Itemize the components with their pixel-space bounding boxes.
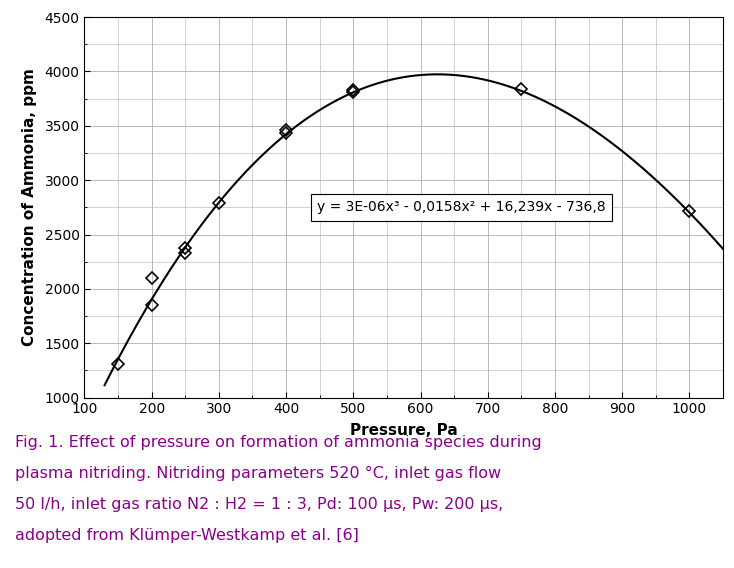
X-axis label: Pressure, Pa: Pressure, Pa [350, 423, 457, 438]
Text: adopted from Klümper-Westkamp et al. [6]: adopted from Klümper-Westkamp et al. [6] [15, 528, 358, 543]
Text: plasma nitriding. Nitriding parameters 520 °C, inlet gas flow: plasma nitriding. Nitriding parameters 5… [15, 466, 501, 481]
Y-axis label: Concentration of Ammonia, ppm: Concentration of Ammonia, ppm [23, 68, 37, 346]
Text: y = 3E-06x³ - 0,0158x² + 16,239x - 736,8: y = 3E-06x³ - 0,0158x² + 16,239x - 736,8 [318, 201, 606, 214]
Text: 50 l/h, inlet gas ratio N2 : H2 = 1 : 3, Pd: 100 μs, Pw: 200 μs,: 50 l/h, inlet gas ratio N2 : H2 = 1 : 3,… [15, 497, 503, 512]
Text: Fig. 1. Effect of pressure on formation of ammonia species during: Fig. 1. Effect of pressure on formation … [15, 435, 542, 449]
